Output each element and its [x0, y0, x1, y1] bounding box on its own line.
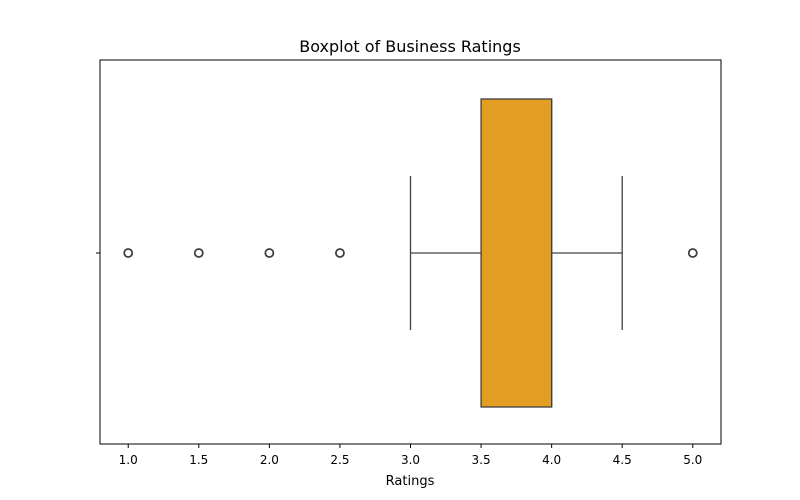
x-axis-label: Ratings — [386, 474, 435, 489]
x-tick-label: 4.5 — [613, 453, 632, 467]
x-tick-label: 3.0 — [401, 453, 420, 467]
box-group — [409, 98, 623, 408]
x-tick-label: 2.0 — [260, 453, 279, 467]
outlier-point — [264, 248, 275, 258]
outlier-point — [335, 248, 345, 258]
x-tick-label: 3.5 — [472, 453, 491, 467]
chart-title: Boxplot of Business Ratings — [299, 37, 521, 56]
x-tick-label: 1.5 — [189, 453, 208, 467]
interquartile-box — [480, 98, 553, 408]
x-tick-label: 4.0 — [542, 453, 561, 467]
x-tick-label: 2.5 — [330, 453, 349, 467]
x-tick-label: 5.0 — [683, 453, 702, 467]
outlier-point — [687, 248, 698, 258]
outlier-points — [123, 248, 698, 258]
outlier-point — [193, 248, 204, 258]
x-axis-ticks: 1.0 1.5 2.0 2.5 3.0 3.5 4.0 4.5 5.0 — [119, 444, 702, 467]
x-tick-label: 1.0 — [119, 453, 138, 467]
outlier-point — [123, 248, 134, 258]
